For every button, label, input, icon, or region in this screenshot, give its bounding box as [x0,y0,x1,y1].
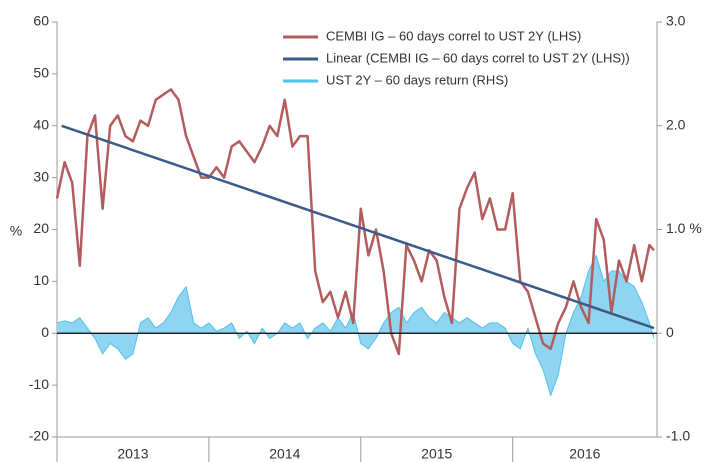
y-tick-label: 30 [33,168,49,184]
y-tick-label: 40 [33,116,49,132]
y2-tick-label: -1.0 [666,428,690,444]
line [55,88,655,356]
y2-tick-label: 1.0 % [666,220,702,236]
y-tick-label: 20 [33,220,49,236]
line [61,124,655,330]
y-tick-label: 10 [33,272,49,288]
x-tick-label: 2015 [421,446,452,462]
area [57,255,654,396]
y-tick-label: 60 [33,13,49,29]
line [56,254,655,396]
y2-tick-label: 0 [666,324,674,340]
x-tick-label: 2013 [117,446,148,462]
y-tick-label: 50 [33,65,49,81]
y2-tick-label: 3.0 [666,13,686,29]
legend-label: UST 2Y – 60 days return (RHS) [326,72,508,87]
x-tick-label: 2014 [269,446,300,462]
y-tick-label: -10 [29,376,49,392]
y-tick-label: 0 [41,324,49,340]
y-axis-label: % [10,223,22,239]
legend-label: Linear (CEMBI IG – 60 days correl to UST… [326,50,630,65]
x-tick-label: 2016 [569,446,600,462]
legend-label: CEMBI IG – 60 days correl to UST 2Y (LHS… [326,28,581,43]
y2-tick-label: 2.0 [666,116,686,132]
y-tick-label: -20 [29,428,49,444]
